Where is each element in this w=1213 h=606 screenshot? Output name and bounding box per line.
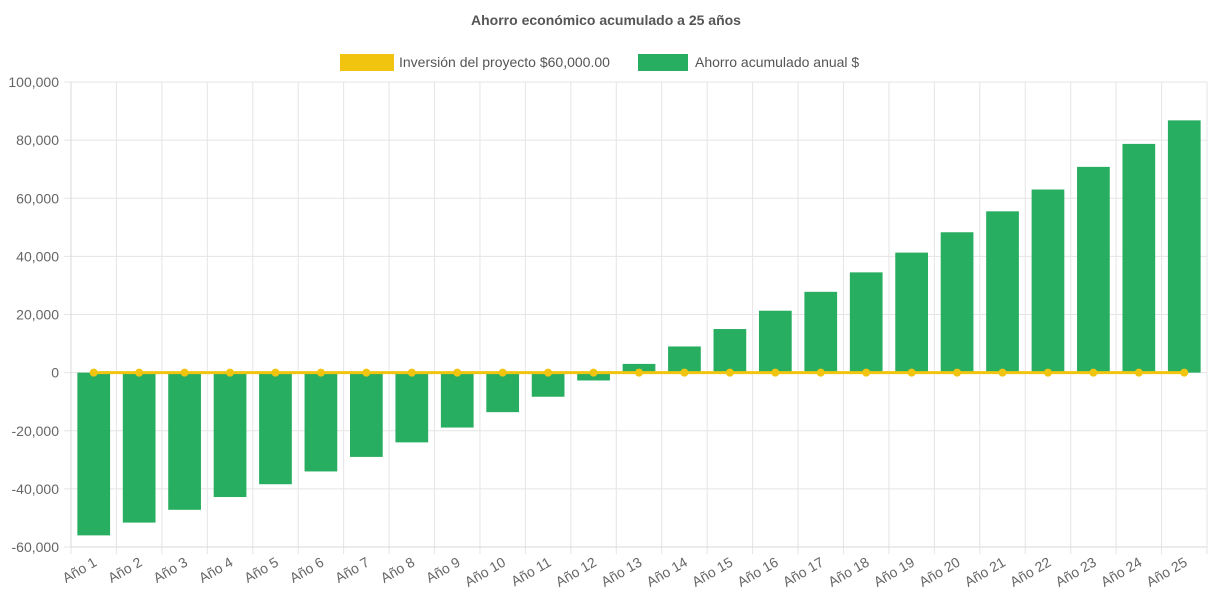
x-tick-label: Año 20 [916,554,963,590]
savings-bar[interactable] [622,363,656,373]
y-axis: 100,000 80,000 60,000 40,000 20,000 0 -20,000 -… [8,74,72,555]
y-tick-label: 80,000 [16,132,59,148]
investment-point[interactable] [635,368,643,377]
x-tick-label: Año 14 [644,554,691,590]
legend: Inversión del proyecto $60,000.00 Ahorro… [340,54,859,71]
x-tick-label: Año 18 [825,554,872,590]
investment-point[interactable] [680,368,689,377]
investment-point[interactable] [362,368,371,377]
savings-bar[interactable] [1077,166,1110,373]
savings-bar[interactable] [668,346,701,373]
x-tick-label: Año 5 [241,554,281,586]
x-tick-label: Año 9 [423,554,463,586]
x-tick-label: Año 25 [1143,554,1190,590]
investment-point[interactable] [1134,368,1143,377]
investment-point[interactable] [89,368,98,377]
savings-bar[interactable] [350,372,383,457]
x-tick-label: Año 7 [332,554,372,586]
savings-bar[interactable] [531,372,565,397]
y-tick-label: -60,000 [12,539,60,555]
x-tick-label: Año 1 [60,554,100,586]
investment-point[interactable] [953,368,962,377]
investment-point[interactable] [589,368,598,377]
investment-point[interactable] [725,368,734,377]
x-tick-label: Año 10 [462,554,509,590]
legend-item-investment[interactable]: Inversión del proyecto $60,000.00 [340,54,610,71]
investment-point[interactable] [1043,368,1052,377]
x-tick-label: Año 16 [734,554,781,590]
savings-bar[interactable] [77,372,111,536]
legend-item-savings[interactable]: Ahorro acumulado anual $ [638,54,859,71]
x-tick-label: Año 15 [689,554,736,590]
savings-bar[interactable] [804,291,838,373]
x-tick-label: Año 23 [1052,554,1099,590]
investment-point[interactable] [498,368,507,377]
x-tick-label: Año 19 [871,554,918,590]
investment-point[interactable] [907,368,916,377]
investment-point[interactable] [544,368,553,377]
savings-bar[interactable] [849,272,883,373]
y-tick-label: 20,000 [16,307,59,323]
savings-bar[interactable] [440,372,474,428]
investment-point[interactable] [453,368,462,377]
savings-bar[interactable] [259,372,292,485]
x-tick-label: Año 22 [1007,554,1054,590]
investment-point[interactable] [271,368,280,377]
savings-bar[interactable] [758,310,792,373]
y-tick-label: 0 [51,365,59,381]
savings-bar[interactable] [1031,189,1065,373]
investment-point[interactable] [226,368,235,377]
investment-point[interactable] [1180,368,1189,377]
x-tick-label: Año 4 [196,554,236,586]
investment-point[interactable] [180,368,189,377]
investment-point[interactable] [998,368,1007,377]
savings-bar[interactable] [486,372,520,413]
savings-bar[interactable] [168,372,201,510]
legend-label-investment: Inversión del proyecto $60,000.00 [399,54,610,70]
y-tick-label: 60,000 [16,190,59,206]
savings-bar[interactable] [395,372,429,443]
savings-bar[interactable] [1167,120,1201,373]
legend-swatch-investment [340,54,394,71]
investment-line-layer [89,368,1189,377]
investment-point[interactable] [816,368,825,377]
y-tick-label: -40,000 [12,481,60,497]
x-tick-label: Año 8 [378,554,418,586]
investment-point[interactable] [316,368,325,377]
investment-point[interactable] [1089,368,1098,377]
x-tick-label: Año 13 [598,554,645,590]
legend-swatch-savings [638,54,688,71]
investment-point[interactable] [771,368,780,377]
x-tick-label: Año 6 [287,554,327,586]
investment-point[interactable] [862,368,871,377]
savings-bar[interactable] [213,372,247,498]
x-tick-label: Año 24 [1098,554,1145,590]
savings-bar[interactable] [986,211,1019,373]
savings-bar[interactable] [895,252,928,373]
x-tick-label: Año 3 [150,554,190,586]
x-tick-label: Año 17 [780,554,827,590]
x-tick-label: Año 12 [553,554,600,590]
y-tick-label: -20,000 [12,423,60,439]
y-tick-label: 40,000 [16,248,59,264]
savings-bar[interactable] [940,232,974,373]
legend-label-savings: Ahorro acumulado anual $ [695,54,859,70]
x-tick-label: Año 2 [105,554,145,586]
y-tick-label: 100,000 [8,74,59,90]
investment-point[interactable] [135,368,144,377]
savings-bar[interactable] [1122,143,1156,373]
x-tick-label: Año 11 [508,554,554,590]
x-axis: Año 1 Año 2 Año 3 Año 4 Año 5 Año 6 Año 7 Año 8… [60,546,1207,590]
investment-point[interactable] [407,368,416,377]
savings-bar[interactable] [713,329,747,373]
chart-title: Ahorro económico acumulado a 25 años [471,12,741,28]
x-tick-label: Año 21 [962,554,1009,590]
savings-bar[interactable] [122,372,156,523]
savings-bars [77,120,1201,536]
savings-bar[interactable] [304,372,338,472]
